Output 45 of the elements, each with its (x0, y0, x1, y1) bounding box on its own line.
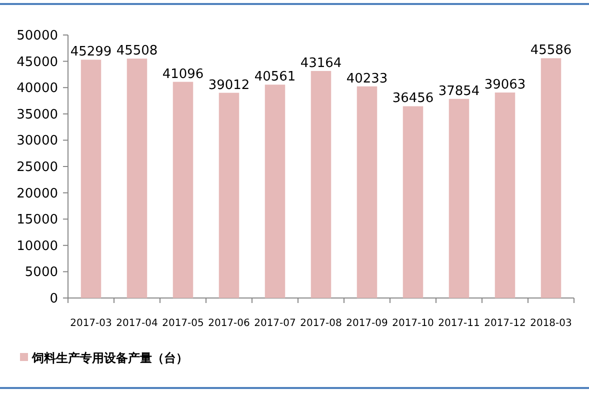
bar (310, 70, 332, 298)
x-tick-label: 2017-07 (254, 318, 296, 329)
data-label: 45299 (70, 44, 112, 60)
x-tick-label: 2017-09 (346, 318, 388, 329)
bar (402, 106, 424, 298)
bar (126, 58, 148, 298)
bar (218, 92, 240, 298)
bar (494, 92, 516, 298)
bar (264, 84, 286, 298)
y-tick-label: 35000 (16, 107, 58, 122)
x-tick-label: 2017-08 (300, 318, 342, 329)
y-tick-label: 10000 (16, 238, 58, 254)
y-tick-label: 20000 (16, 186, 58, 202)
bar (448, 98, 470, 298)
x-tick-label: 2017-11 (438, 318, 480, 329)
y-tick-label: 25000 (16, 160, 58, 175)
x-tick-label: 2017-12 (484, 318, 526, 329)
y-tick-label: 50000 (16, 28, 58, 44)
x-tick-label: 2017-04 (116, 318, 158, 329)
data-label: 39063 (484, 78, 526, 93)
y-tick-label: 5000 (24, 265, 58, 280)
data-label: 45508 (116, 44, 158, 59)
data-label: 45586 (530, 43, 572, 58)
y-tick-label: 15000 (16, 212, 58, 228)
x-tick-label: 2017-06 (208, 318, 250, 329)
data-label: 39012 (208, 78, 250, 93)
x-tick-label: 2017-10 (392, 318, 434, 329)
data-label: 43164 (300, 56, 342, 71)
y-tick-label: 30000 (16, 134, 58, 149)
bar (356, 86, 378, 298)
y-tick-label: 0 (50, 292, 58, 306)
x-tick-label: 2017-05 (162, 318, 204, 329)
data-label: 36456 (392, 91, 434, 106)
bar (540, 58, 562, 298)
bar (172, 82, 194, 298)
y-tick-label: 40000 (16, 81, 58, 96)
y-tick-label: 45000 (16, 54, 58, 70)
data-label: 40561 (254, 70, 296, 85)
data-label: 41096 (162, 66, 204, 82)
data-label: 40233 (346, 71, 388, 86)
data-label: 37854 (438, 84, 480, 99)
legend-label: 饲料生产专用设备产量（台） (31, 351, 188, 365)
bar (80, 60, 102, 298)
x-tick-label: 2017-03 (70, 318, 112, 329)
x-tick-label: 2018-03 (530, 318, 572, 329)
